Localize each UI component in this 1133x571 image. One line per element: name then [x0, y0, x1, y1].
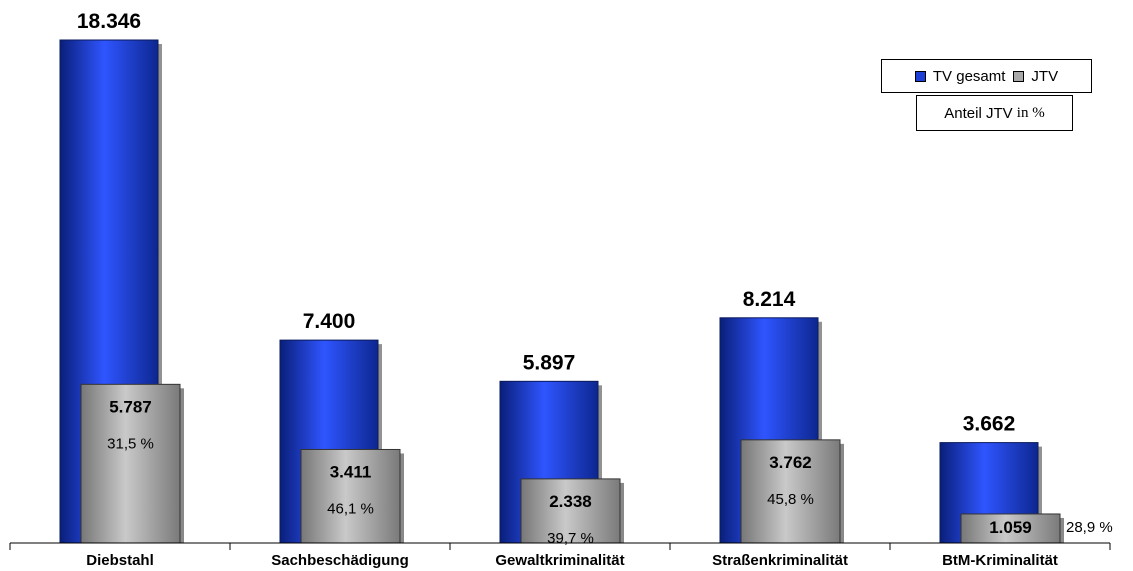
- value-label-tv-gesamt: 5.897: [523, 351, 576, 374]
- value-label-tv-gesamt: 18.346: [77, 10, 141, 33]
- value-label-tv-gesamt: 7.400: [303, 310, 356, 333]
- value-label-jtv: 3.762: [769, 453, 812, 472]
- bar-jtv: [300, 448, 401, 544]
- x-axis: Diebstahl Sachbeschädigung Gewaltkriminali…: [9, 542, 1111, 569]
- value-label-tv-gesamt: 3.662: [963, 413, 1016, 436]
- legend-swatch-jtv: [1013, 70, 1025, 82]
- category-label: Straßenkriminalität: [712, 552, 848, 569]
- legend-note: Anteil JTV in %: [916, 95, 1073, 131]
- legend-label-jtv: JTV: [1031, 67, 1059, 85]
- bar-jtv: [80, 383, 181, 544]
- value-label-jtv: 2.338: [549, 492, 592, 511]
- value-label-jtv: 5.787: [109, 397, 152, 416]
- category-label: Diebstahl: [86, 552, 154, 569]
- value-label-jtv: 1.059: [989, 518, 1032, 537]
- percent-label: 31,5 %: [107, 435, 154, 452]
- series-jtv: [80, 383, 1064, 544]
- bar-jtv: [960, 513, 1061, 544]
- data-labels: 18.346 5.787 31,5 % 7.400 3.411 46,1 % 5.897 2.…: [77, 10, 1113, 547]
- value-label-tv-gesamt: 8.214: [743, 288, 796, 311]
- legend: TV gesamt JTV: [881, 59, 1092, 93]
- category-label: BtM-Kriminalität: [942, 552, 1058, 569]
- percent-label: 46,1 %: [327, 500, 374, 517]
- legend-label-tv-gesamt: TV gesamt: [932, 67, 1006, 85]
- percent-label: 28,9 %: [1066, 519, 1113, 536]
- bar-jtv: [520, 478, 621, 544]
- category-label: Gewaltkriminalität: [495, 552, 624, 569]
- legend-swatch-tv-gesamt: [914, 70, 926, 82]
- value-label-jtv: 3.411: [330, 462, 372, 481]
- category-label: Sachbeschädigung: [271, 552, 409, 569]
- percent-label: 45,8 %: [767, 491, 814, 508]
- legend-note-prefix: Anteil JTV: [944, 104, 1013, 122]
- percent-label: 39,7 %: [547, 530, 594, 547]
- series-tv-gesamt: [59, 39, 1042, 544]
- bar-jtv: [740, 439, 841, 544]
- legend-note-suffix: in %: [1016, 104, 1045, 121]
